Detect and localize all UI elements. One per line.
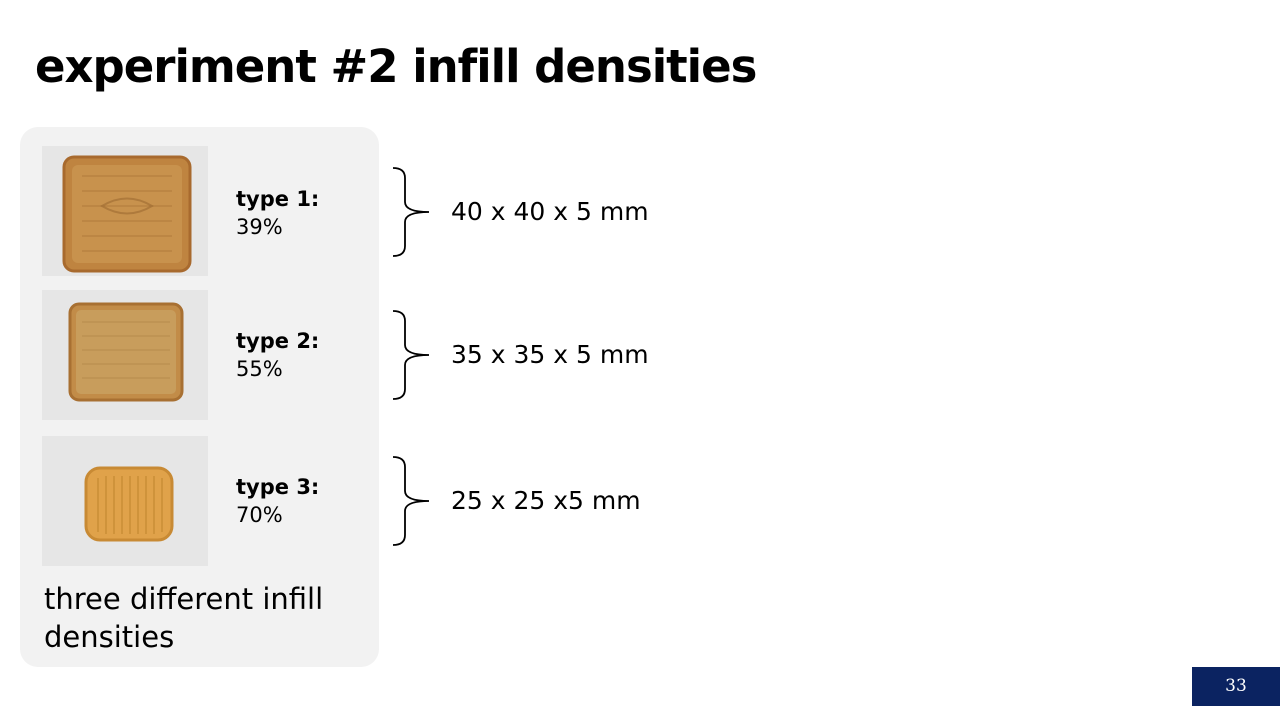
infill-density-value: 70% [236,503,283,527]
type-1-label: type 1: 39% [236,185,319,241]
sample-photo-type-3 [42,436,208,566]
type-name: type 3: [236,475,320,499]
right-brace-icon [391,166,431,258]
sample-dimensions: 35 x 35 x 5 mm [451,340,649,369]
page-number: 33 [1192,667,1280,706]
sample-photo-type-1 [42,146,208,276]
infill-density-value: 39% [236,215,283,239]
type-name: type 2: [236,329,320,353]
sample-dimensions: 40 x 40 x 5 mm [451,197,649,226]
right-brace-icon [391,309,431,401]
printed-sample-image [42,436,208,566]
panel-caption: three different infill densities [44,582,324,654]
right-brace-icon [391,455,431,547]
type-2-label: type 2: 55% [236,327,319,383]
printed-sample-image [42,290,208,420]
type-3-label: type 3: 70% [236,473,319,529]
sample-dimensions: 25 x 25 x5 mm [451,486,641,515]
printed-sample-image [42,146,208,276]
sample-photo-type-2 [42,290,208,420]
slide-title: experiment #2 infill densities [35,40,757,93]
infill-density-value: 55% [236,357,283,381]
type-name: type 1: [236,187,320,211]
